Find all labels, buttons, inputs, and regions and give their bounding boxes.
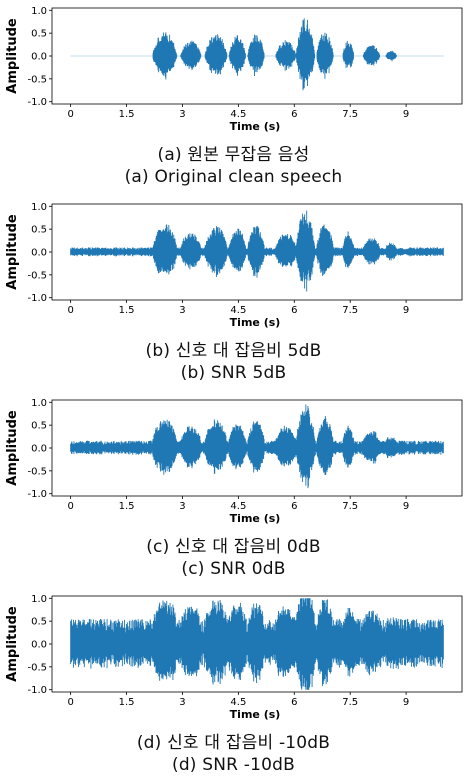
x-tick-label: 1.5 xyxy=(119,305,135,316)
y-tick-label: 0.5 xyxy=(31,225,47,236)
caption-english: (d) SNR -10dB xyxy=(171,755,295,775)
waveform-chart: 0 1.5 3 4.5 6 7.5 9 1.0 0.5 0.0 -0.5 -1.0 Time (s) Am… xyxy=(5,6,463,133)
y-tick-label: 0.0 xyxy=(31,52,47,63)
y-tick-label: 0.0 xyxy=(31,248,47,259)
waveform-chart: 0 1.5 3 4.5 6 7.5 9 1.0 0.5 0.0 -0.5 -1.0 Time (s) Am… xyxy=(5,594,463,721)
y-tick-label: -1.0 xyxy=(27,97,47,108)
x-tick-label: 3 xyxy=(179,109,185,120)
x-tick-label: 9 xyxy=(403,109,409,120)
y-tick-label: 0.5 xyxy=(31,29,47,40)
caption-korean: (c) 신호 대 잡음비 0dB xyxy=(146,537,321,557)
y-tick-label: 1.0 xyxy=(31,594,47,605)
x-tick-label: 3 xyxy=(179,305,185,316)
x-tick-label: 0 xyxy=(67,697,73,708)
caption-english: (c) SNR 0dB xyxy=(181,559,286,579)
x-tick-label: 1.5 xyxy=(119,109,135,120)
y-tick-label: -0.5 xyxy=(27,662,47,673)
y-tick-label: -1.0 xyxy=(27,293,47,304)
x-axis-title: Time (s) xyxy=(230,316,281,329)
waveform-chart: 0 1.5 3 4.5 6 7.5 9 1.0 0.5 0.0 -0.5 -1.0 Time (s) Am… xyxy=(5,398,463,525)
chart-panel-2: 0 1.5 3 4.5 6 7.5 9 1.0 0.5 0.0 -0.5 -1.0 Time (s) Am… xyxy=(0,392,467,588)
caption-english: (b) SNR 5dB xyxy=(180,363,287,383)
y-tick-label: -1.0 xyxy=(27,489,47,500)
x-tick-label: 9 xyxy=(403,305,409,316)
x-tick-label: 7.5 xyxy=(342,697,358,708)
y-axis-title: Amplitude xyxy=(5,410,20,486)
caption-english: (a) Original clean speech xyxy=(124,167,343,187)
x-tick-label: 1.5 xyxy=(119,697,135,708)
y-axis-title: Amplitude xyxy=(5,18,20,94)
x-tick-label: 4.5 xyxy=(230,501,246,512)
x-tick-label: 0 xyxy=(67,109,73,120)
y-tick-label: 1.0 xyxy=(31,398,47,409)
waveform-series xyxy=(70,598,444,690)
x-tick-label: 6 xyxy=(291,109,297,120)
x-tick-label: 3 xyxy=(179,501,185,512)
x-tick-label: 4.5 xyxy=(230,109,246,120)
x-tick-label: 9 xyxy=(403,501,409,512)
x-tick-label: 9 xyxy=(403,697,409,708)
waveform-chart: 0 1.5 3 4.5 6 7.5 9 1.0 0.5 0.0 -0.5 -1.0 Time (s) Am… xyxy=(5,202,463,329)
x-tick-label: 6 xyxy=(291,501,297,512)
x-tick-label: 7.5 xyxy=(342,305,358,316)
y-tick-label: 1.0 xyxy=(31,6,47,17)
y-axis-title: Amplitude xyxy=(5,214,20,290)
y-tick-label: -0.5 xyxy=(27,270,47,281)
x-tick-label: 0 xyxy=(67,305,73,316)
waveform-series xyxy=(70,18,444,91)
x-axis-title: Time (s) xyxy=(230,512,281,525)
chart-panel-1: 0 1.5 3 4.5 6 7.5 9 1.0 0.5 0.0 -0.5 -1.0 Time (s) Am… xyxy=(0,196,467,392)
x-tick-label: 7.5 xyxy=(342,501,358,512)
waveform-series xyxy=(70,404,444,489)
y-tick-label: 0.5 xyxy=(31,617,47,628)
x-tick-label: 1.5 xyxy=(119,501,135,512)
chart-panel-0: 0 1.5 3 4.5 6 7.5 9 1.0 0.5 0.0 -0.5 -1.0 Time (s) Am… xyxy=(0,0,467,196)
x-tick-label: 3 xyxy=(179,697,185,708)
caption-korean: (b) 신호 대 잡음비 5dB xyxy=(145,341,322,361)
x-tick-label: 4.5 xyxy=(230,305,246,316)
caption-korean: (a) 원본 무잡음 음성 xyxy=(157,145,310,165)
y-tick-label: -1.0 xyxy=(27,685,47,696)
x-tick-label: 6 xyxy=(291,697,297,708)
x-tick-label: 4.5 xyxy=(230,697,246,708)
y-tick-label: 0.0 xyxy=(31,640,47,651)
x-tick-label: 6 xyxy=(291,305,297,316)
y-tick-label: -0.5 xyxy=(27,74,47,85)
waveform-series xyxy=(70,210,444,292)
x-axis-title: Time (s) xyxy=(230,120,281,133)
x-tick-label: 7.5 xyxy=(342,109,358,120)
y-tick-label: -0.5 xyxy=(27,466,47,477)
y-tick-label: 0.0 xyxy=(31,444,47,455)
x-axis-title: Time (s) xyxy=(230,708,281,721)
caption-korean: (d) 신호 대 잡음비 -10dB xyxy=(136,733,331,753)
chart-panel-3: 0 1.5 3 4.5 6 7.5 9 1.0 0.5 0.0 -0.5 -1.0 Time (s) Am… xyxy=(0,588,467,784)
y-tick-label: 1.0 xyxy=(31,202,47,213)
x-tick-label: 0 xyxy=(67,501,73,512)
y-tick-label: 0.5 xyxy=(31,421,47,432)
y-axis-title: Amplitude xyxy=(5,606,20,682)
